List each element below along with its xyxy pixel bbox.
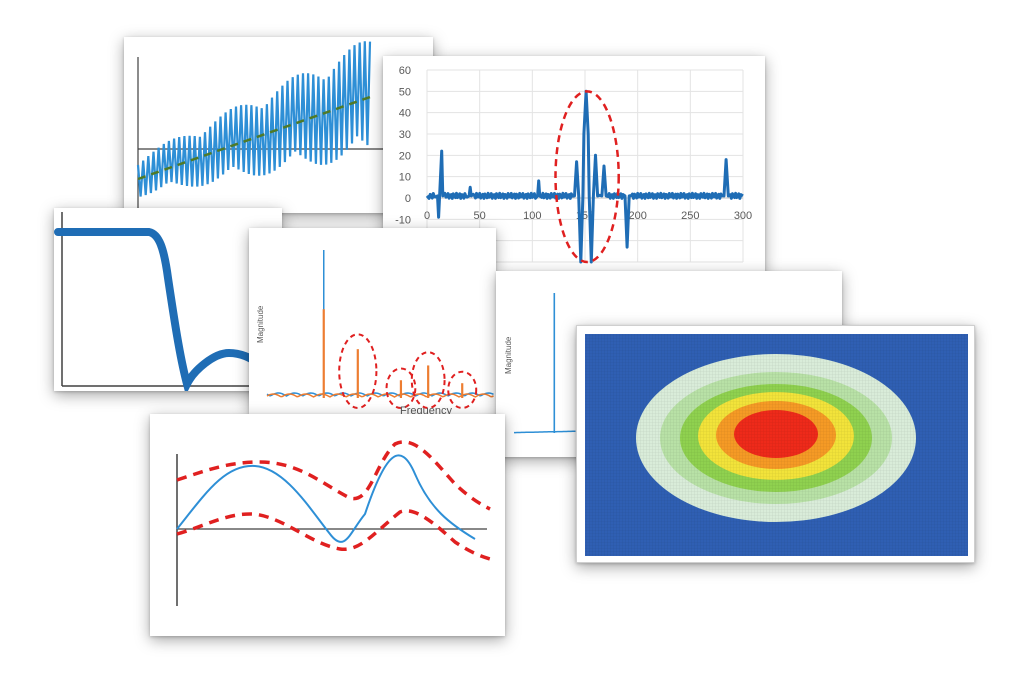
xlabel-frequency: Frequency: [400, 405, 452, 414]
x-tick-label: 250: [681, 210, 699, 222]
peak-highlight-ellipse: [338, 333, 378, 409]
y-tick-label: 0: [405, 193, 411, 205]
y-tick-label: 10: [399, 172, 411, 184]
y-tick-label: 20: [399, 150, 411, 162]
peak-highlight-ellipse: [385, 367, 417, 409]
spectrum-two-svg: Magnitude Frequency: [256, 250, 494, 414]
ylabel-magnitude: Magnitude: [504, 336, 513, 374]
spectrum-single-svg: Magnitude: [504, 293, 576, 434]
mean-curve: [176, 454, 476, 543]
x-tick-label: 0: [424, 210, 430, 222]
y-tick-label: 60: [399, 65, 411, 77]
x-tick-label: 300: [734, 210, 752, 222]
heatmap-chart: [576, 325, 975, 563]
spike-series-line: [425, 89, 744, 264]
heatmap-svg: [585, 334, 968, 556]
filter-response-svg: [54, 212, 280, 391]
heatmap-cell-grid: [585, 334, 968, 556]
peak-highlight-ellipse: [447, 370, 478, 409]
noisy-trend-chart: [124, 37, 433, 213]
spectrum-two-series-chart: Magnitude Frequency: [249, 228, 496, 414]
y-tick-label: 30: [399, 129, 411, 141]
highlight-ellipse: [554, 90, 620, 264]
x-tick-label: 200: [628, 210, 646, 222]
noise-floor: [514, 430, 576, 434]
filter-response-curve: [54, 228, 273, 391]
confidence-band-chart: [150, 414, 505, 636]
upper-bound-dashed: [176, 440, 491, 511]
filter-response-chart: [54, 208, 282, 391]
lower-bound-dashed: [176, 509, 491, 561]
ylabel-magnitude: Magnitude: [256, 305, 265, 343]
confidence-band-svg: [176, 440, 491, 606]
x-tick-label: 50: [474, 210, 486, 222]
x-tick-label: 100: [523, 210, 541, 222]
noisy-trend-svg: [136, 41, 429, 209]
y-tick-label: -10: [395, 214, 411, 226]
orange-noise-floor: [266, 393, 494, 398]
noisy-signal-line: [136, 41, 372, 197]
y-tick-label: 50: [399, 86, 411, 98]
y-tick-label: 40: [399, 108, 411, 120]
